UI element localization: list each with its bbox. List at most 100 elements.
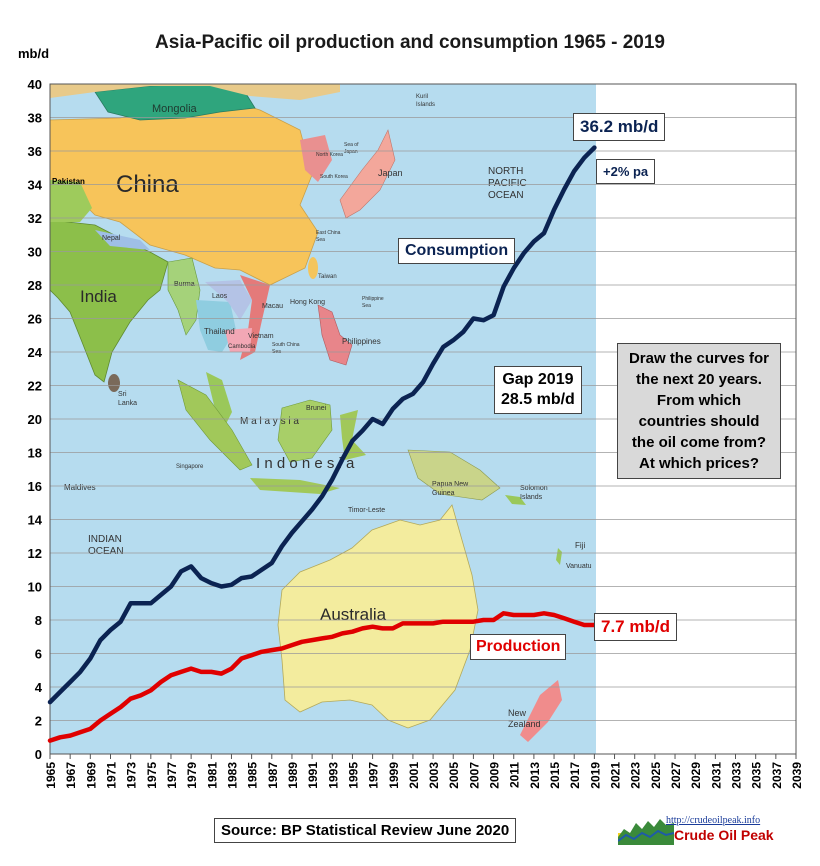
x-tick-label: 2015: [548, 762, 562, 789]
map-label-cambodia: Cambodia: [228, 344, 256, 350]
x-tick-label: 2001: [407, 762, 421, 789]
x-tick-label: 2039: [790, 762, 804, 789]
map-label-east-china-sea: Sea: [316, 237, 325, 243]
crude-oil-peak-logo: http://crudeoilpeak.info Crude Oil Peak: [618, 815, 808, 845]
series-layer: [47, 145, 597, 743]
map-label-indian-ocean: OCEAN: [88, 546, 124, 557]
map-label-sri-lanka: Lanka: [118, 400, 137, 407]
x-tick-label: 2013: [528, 762, 542, 789]
map-label-north-korea: North Korea: [316, 152, 343, 158]
map-solomon-islands: [505, 495, 526, 505]
y-tick-label: 14: [28, 513, 43, 528]
y-tick-label: 34: [28, 178, 43, 193]
map-label-macau: Macau: [262, 303, 283, 310]
x-tick-label: 1997: [367, 762, 381, 789]
y-tick-label: 12: [28, 546, 42, 561]
x-tick-label: 1979: [185, 762, 199, 789]
x-tick-label: 1971: [104, 762, 118, 789]
y-tick-label: 28: [28, 278, 42, 293]
consumption-label: Consumption: [398, 238, 516, 264]
map-label-south-china-sea: South China: [272, 342, 300, 348]
question-line: countries should: [638, 413, 760, 430]
map-label-north-pacific: NORTH: [488, 166, 523, 177]
y-tick-label: 20: [28, 412, 42, 427]
map-label-mongolia: Mongolia: [152, 103, 198, 115]
x-tick-label: 1993: [326, 762, 340, 789]
question-line: the oil come from?: [631, 434, 767, 451]
x-tick-label: 1995: [346, 762, 360, 789]
x-tick-label: 2017: [568, 762, 582, 789]
x-tick-label: 1975: [145, 762, 159, 789]
map-label-sea-of-japan: Japan: [344, 149, 358, 155]
map-label-vietnam: Vietnam: [248, 333, 274, 340]
map-label-singapore: Singapore: [176, 464, 204, 470]
x-tick-label: 1983: [225, 762, 239, 789]
map-label-new-zealand: Zealand: [508, 719, 541, 729]
x-tick-label: 1991: [306, 762, 320, 789]
x-tick-label: 1985: [246, 762, 260, 789]
consumption-end-value: 36.2 mb/d: [573, 113, 666, 141]
y-tick-label: 36: [28, 144, 42, 159]
y-tick-label: 0: [35, 747, 42, 762]
map-borneo: [277, 399, 333, 463]
map-label-indonesia: I n d o n e s i a: [256, 455, 355, 472]
y-tick-label: 18: [28, 446, 42, 461]
map-laos: [205, 280, 252, 320]
map-label-kuril-islands: Islands: [416, 102, 435, 108]
map-pakistan: [50, 180, 92, 222]
y-tick-label: 40: [28, 77, 42, 92]
map-philippines: [317, 304, 353, 366]
x-tick-label: 1967: [64, 762, 78, 789]
x-tick-label: 1977: [165, 762, 179, 789]
logo-url-link[interactable]: http://crudeoilpeak.info: [666, 815, 761, 826]
map-label-solomon-islands: Islands: [520, 494, 543, 501]
gap-2019-label: Gap 2019 28.5 mb/d: [494, 366, 582, 414]
x-tick-label: 1989: [286, 762, 300, 789]
map-label-papua-new-guinea: Guinea: [432, 490, 455, 497]
x-tick-label: 1965: [44, 762, 58, 789]
y-tick-label: 38: [28, 111, 42, 126]
map-label-south-korea: South Korea: [320, 174, 348, 180]
series-line-consumption: [47, 145, 597, 705]
map-taiwan: [308, 257, 318, 279]
question-line: At which prices?: [638, 455, 760, 472]
x-tick-label: 2023: [629, 762, 643, 789]
map-label-brunei: Brunei: [306, 405, 327, 412]
logo-icon: [618, 819, 674, 845]
growth-rate-label: +2% pa: [596, 159, 656, 184]
x-tick-label: 2011: [508, 762, 522, 788]
map-label-fiji: Fiji: [575, 541, 585, 550]
chart-title: Asia-Pacific oil production and consumpt…: [155, 32, 665, 53]
map-label-maldives: Maldives: [64, 483, 96, 492]
x-tick-label: 2003: [427, 762, 441, 789]
map-label-laos: Laos: [212, 293, 228, 300]
x-tick-label: 1973: [125, 762, 139, 789]
production-end-value: 7.7 mb/d: [594, 613, 677, 641]
map-label-papua-new-guinea: Papua New: [432, 481, 469, 488]
map-new-zealand: [520, 680, 562, 742]
map-papua: [407, 449, 501, 501]
map-label-sri-lanka: Sri: [118, 391, 127, 398]
map-label-indian-ocean: INDIAN: [88, 534, 122, 545]
x-tick-label: 2031: [709, 762, 723, 789]
question-line: Draw the curves for: [628, 350, 770, 367]
y-tick-label: 30: [28, 245, 42, 260]
x-tick-label: 2025: [649, 762, 663, 789]
map-japan: [339, 129, 396, 219]
y-tick-label: 4: [35, 680, 43, 695]
series-line-production: [47, 611, 597, 743]
x-tick-label: 2007: [467, 762, 481, 789]
production-label: Production: [470, 634, 567, 660]
map-label-north-pacific: PACIFIC: [488, 178, 527, 189]
map-malaysia-peninsula: [206, 372, 232, 424]
map-sri-lanka: [108, 374, 120, 392]
y-tick-label: 32: [28, 211, 42, 226]
y-tick-label: 10: [28, 580, 42, 595]
question-box: Draw the curves for the next 20 years. F…: [617, 343, 781, 479]
y-tick-label: 6: [35, 647, 42, 662]
map-label-vanuatu: Vanuatu: [566, 563, 592, 570]
y-tick-label: 26: [28, 312, 42, 327]
source-note: Source: BP Statistical Review June 2020: [214, 818, 517, 843]
y-tick-label: 8: [35, 613, 42, 628]
map-label-thailand: Thailand: [204, 327, 235, 336]
